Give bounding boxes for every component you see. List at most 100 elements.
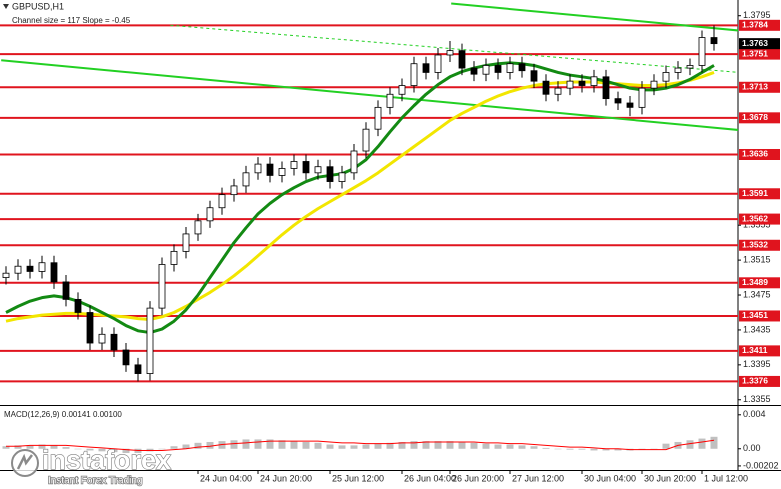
candle-body (626, 102, 634, 108)
candle-body (686, 65, 694, 69)
macd-bar (278, 440, 286, 449)
macd-bar (302, 441, 310, 449)
x-tick-label: 25 Jun 12:00 (332, 473, 384, 483)
macd-bar (470, 442, 478, 449)
candle-body (578, 80, 586, 86)
y-tick-label: 0.004 (743, 409, 766, 419)
candle-body (470, 67, 478, 75)
level-label-box (739, 239, 780, 251)
candle-body (230, 185, 238, 196)
candle-body (338, 172, 346, 182)
macd-bar (566, 448, 574, 450)
candle-body (74, 298, 82, 313)
macd-bar (62, 447, 70, 449)
candle-body (662, 72, 670, 82)
y-tick-label: 1.3395 (743, 359, 771, 369)
macd-bar (26, 445, 34, 449)
macd-bar (266, 439, 274, 449)
candle-body (650, 80, 658, 89)
candle-body (254, 163, 262, 174)
macd-bar (590, 448, 598, 451)
level-label: 1.3376 (742, 376, 768, 386)
logo-icon-mark (16, 453, 33, 470)
macd-bar (38, 444, 46, 449)
macd-bar (362, 444, 370, 449)
candle-body (2, 272, 10, 278)
macd-bar (86, 448, 94, 451)
level-label: 1.3562 (742, 213, 768, 223)
candle-body (674, 67, 682, 73)
logo-tagline: Instant Forex Trading (48, 476, 143, 487)
candle-body (302, 161, 310, 174)
candle-body (506, 63, 514, 73)
macd-bar (122, 448, 130, 454)
current-price-box (739, 38, 780, 50)
level-label-box (739, 48, 780, 60)
chart-subtitle: Channel size = 117 Slope = -0.45 (12, 16, 131, 25)
level-label-box (739, 310, 780, 322)
level-label-box (739, 19, 780, 31)
macd-bar (326, 444, 334, 449)
macd-bar (182, 444, 190, 449)
x-tick-label: 1 Jul 12:00 (704, 473, 748, 483)
macd-bar (518, 445, 526, 449)
candle-body (410, 63, 418, 86)
candle-body (494, 65, 502, 73)
macd-bar (458, 441, 466, 449)
macd-bar (98, 448, 106, 452)
macd-bar (650, 448, 658, 450)
candle-body (122, 349, 130, 366)
macd-bar (338, 445, 346, 449)
macd-bar (386, 442, 394, 449)
macd-bar (686, 440, 694, 449)
candle-body (146, 307, 154, 374)
axes: 1.37951.35551.35151.34751.34351.33951.33… (197, 10, 780, 483)
y-tick-label: 1.3355 (743, 394, 771, 404)
macd-bar (74, 448, 82, 450)
chart-title: GBPUSD,H1 (12, 1, 64, 11)
candle-body (266, 163, 274, 176)
macd-bar (578, 448, 586, 450)
candle-body (206, 207, 214, 222)
macd-bar (170, 446, 178, 449)
candle-body (278, 168, 286, 176)
candle-body (194, 220, 202, 235)
level-label-box (739, 277, 780, 289)
candle-body (542, 80, 550, 95)
macd-bar (50, 445, 58, 449)
level-label: 1.3678 (742, 112, 768, 122)
y-tick-label: -0.00202 (743, 460, 779, 470)
candle-body (446, 50, 454, 56)
candle-body (386, 93, 394, 108)
macd-bar (230, 440, 238, 449)
x-tick-label: 27 Jun 12:00 (512, 473, 564, 483)
candle-body (698, 37, 706, 66)
current-price-label: 1.3763 (742, 38, 768, 48)
y-tick-label: 1.3475 (743, 289, 771, 299)
macd-bar (422, 441, 430, 449)
trend-line (1, 59, 738, 131)
candle-body (38, 262, 46, 272)
x-tick-label: 30 Jun 20:00 (644, 473, 696, 483)
level-label: 1.3784 (742, 20, 768, 30)
y-tick-label: 1.3435 (743, 324, 771, 334)
candle-body (98, 333, 106, 344)
macd-bar (494, 444, 502, 449)
y-tick-label: 1.3795 (743, 10, 771, 20)
macd-bar (194, 442, 202, 449)
candle-body (458, 50, 466, 69)
level-label-box (739, 81, 780, 93)
level-label: 1.3489 (742, 277, 768, 287)
candle-body (710, 37, 718, 45)
candle-body (314, 166, 322, 174)
level-label-box (739, 375, 780, 387)
candle-body (398, 85, 406, 95)
macd-bar (206, 441, 214, 449)
macd-bar (698, 438, 706, 449)
macd-bar (2, 446, 10, 449)
candle-body (182, 233, 190, 252)
candle-body (566, 80, 574, 89)
level-label-box (739, 188, 780, 200)
candle-body (26, 265, 34, 272)
